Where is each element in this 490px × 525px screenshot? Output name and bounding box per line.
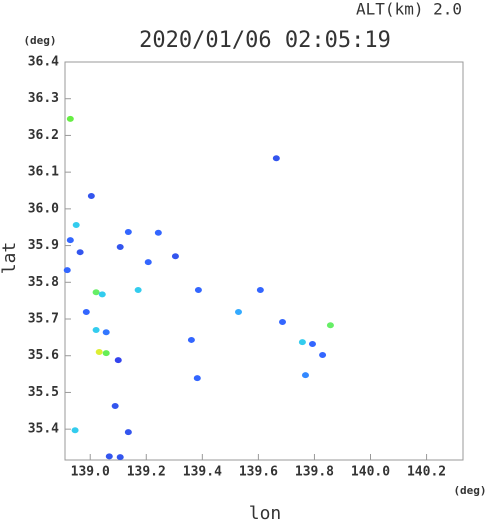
y-tick-label: 36.2	[28, 128, 59, 143]
echo-point	[144, 259, 152, 266]
x-unit: (deg)	[453, 484, 486, 497]
echo-point	[87, 193, 95, 200]
plot-frame	[64, 61, 464, 461]
echo-point	[256, 287, 264, 294]
x-tick-label: 139.6	[239, 465, 278, 480]
chart-title: 2020/01/06 02:05:19	[139, 28, 391, 53]
echo-point	[92, 289, 100, 296]
echo-point	[72, 222, 80, 229]
x-tick-label: 139.0	[71, 465, 110, 480]
echo-point	[124, 228, 132, 235]
echo-point	[194, 287, 202, 294]
y-unit: (deg)	[23, 34, 56, 47]
echo-point	[102, 329, 110, 336]
x-axis-label: lon	[249, 503, 282, 521]
x-tick-label: 140.0	[351, 465, 390, 480]
echo-point	[63, 267, 71, 274]
y-tick-label: 35.7	[28, 312, 59, 327]
y-tick-label: 36.1	[28, 165, 59, 180]
y-tick-label: 35.6	[28, 348, 59, 363]
echo-point	[134, 287, 142, 294]
echo-point	[272, 155, 280, 162]
echo-point	[193, 375, 201, 382]
echo-point	[326, 322, 334, 329]
echo-point	[76, 249, 84, 256]
y-tick-label: 35.8	[28, 275, 59, 290]
echo-point	[278, 318, 286, 325]
echo-point	[301, 372, 309, 379]
echo-point	[71, 427, 79, 434]
y-tick-label: 35.4	[28, 422, 59, 437]
echo-point	[92, 327, 100, 334]
echo-point	[111, 403, 119, 410]
echo-point	[66, 115, 74, 122]
y-tick-label: 36.4	[28, 55, 59, 70]
echo-point	[171, 253, 179, 260]
echo-point	[102, 350, 110, 357]
echo-point	[308, 340, 316, 347]
echo-point	[234, 309, 242, 316]
y-tick-label: 35.5	[28, 385, 59, 400]
echo-point	[98, 291, 106, 298]
echo-point	[187, 336, 195, 343]
echo-point	[116, 244, 124, 251]
echo-point	[298, 339, 306, 346]
x-tick-label: 139.2	[127, 465, 166, 480]
x-tick-label: 140.2	[407, 465, 446, 480]
echo-point	[82, 309, 90, 316]
echo-point	[105, 453, 113, 460]
echo-point	[319, 351, 327, 358]
echo-point	[124, 429, 132, 436]
y-tick-label: 36.3	[28, 91, 59, 106]
echo-point	[116, 454, 124, 461]
echo-point	[95, 349, 103, 356]
y-tick-label: 35.9	[28, 238, 59, 253]
echo-point	[154, 229, 162, 236]
x-tick-label: 139.8	[295, 465, 334, 480]
subtitle: ALT(km) 2.0	[356, 0, 462, 19]
echo-point	[66, 237, 74, 244]
x-tick-label: 139.4	[183, 465, 222, 480]
y-tick-label: 36.0	[28, 201, 59, 216]
echo-point	[114, 357, 122, 364]
y-axis-label: lat	[0, 242, 20, 275]
